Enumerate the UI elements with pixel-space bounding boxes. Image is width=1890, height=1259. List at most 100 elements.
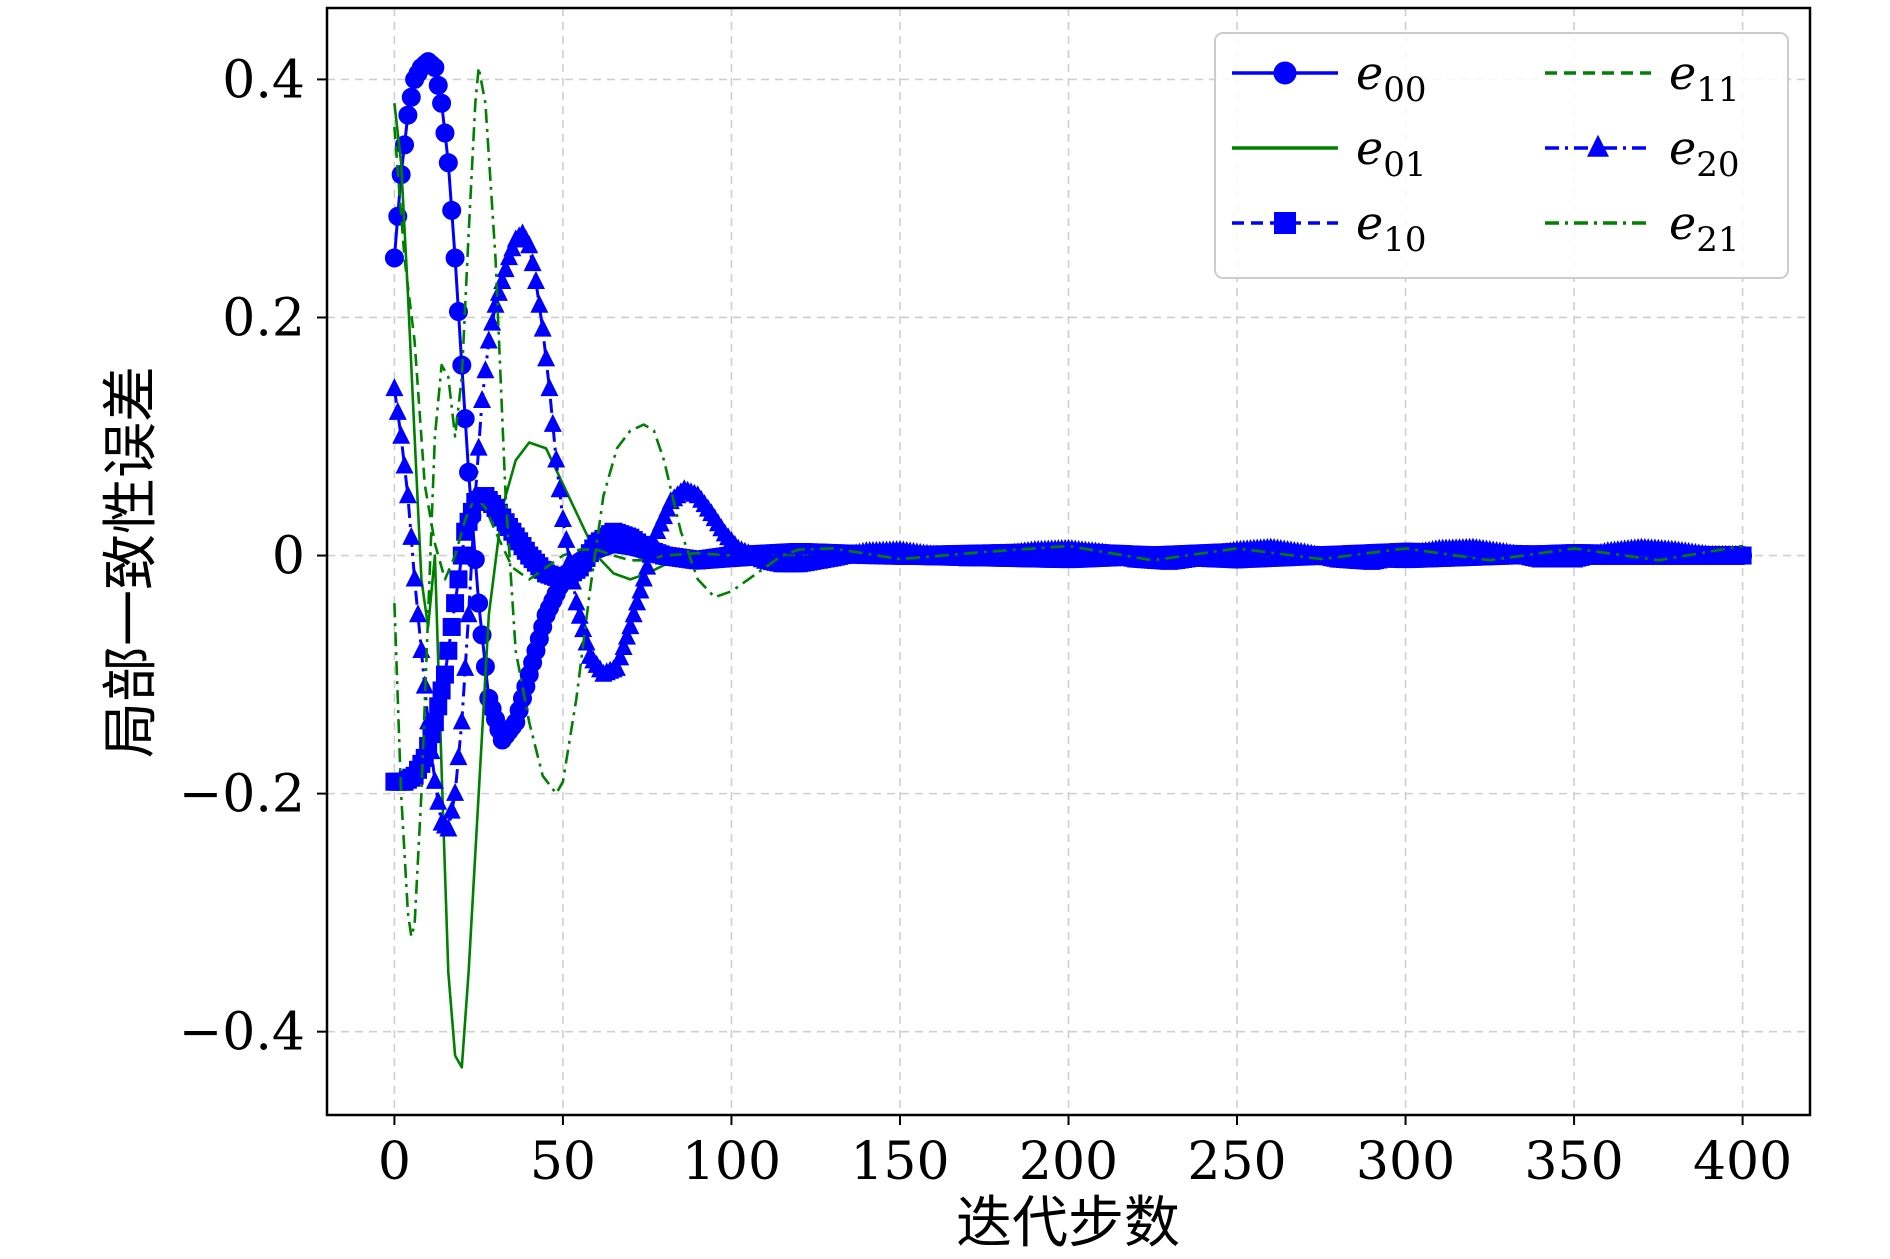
data-point [435, 665, 454, 684]
legend-label: e00 [1356, 46, 1427, 110]
data-point [533, 318, 552, 337]
data-point [537, 348, 556, 367]
legend-label-sub: 10 [1383, 220, 1426, 260]
data-point [1733, 544, 1752, 563]
data-point [469, 593, 489, 613]
data-point [459, 604, 478, 623]
data-point [523, 253, 542, 272]
data-point [398, 485, 417, 504]
data-point [429, 697, 448, 716]
data-point [473, 390, 492, 409]
data-point [547, 449, 566, 468]
legend-label-base: e [1356, 196, 1383, 250]
legend-label-sub: 00 [1383, 70, 1426, 110]
y-tick-label: −0.2 [179, 765, 305, 825]
x-axis-title: 迭代步数 [956, 1191, 1180, 1256]
data-point [422, 741, 441, 760]
series-e20 [385, 223, 1752, 837]
legend-entry-e20: e20 [1545, 121, 1740, 185]
data-point [435, 123, 455, 143]
data-point [402, 526, 421, 545]
data-point [398, 105, 418, 125]
data-point [557, 529, 576, 548]
data-point [432, 681, 451, 700]
data-point [540, 378, 559, 397]
data-point [452, 711, 471, 730]
data-point [429, 791, 448, 810]
data-point [432, 93, 452, 113]
data-point [449, 747, 468, 766]
data-point [564, 571, 583, 590]
data-point [567, 592, 586, 611]
legend-entry-e11: e11 [1545, 46, 1740, 110]
data-point [446, 782, 465, 801]
legend-entry-e21: e21 [1545, 196, 1740, 260]
data-point [617, 626, 636, 645]
x-tick-label: 0 [378, 1132, 411, 1192]
data-point [638, 556, 657, 575]
legend-label-sub: 11 [1696, 70, 1739, 110]
x-tick-label: 400 [1693, 1132, 1792, 1192]
legend-label-base: e [1669, 46, 1696, 100]
x-tick-label: 100 [682, 1132, 781, 1192]
data-point [438, 153, 458, 173]
data-point [496, 259, 515, 278]
data-point [624, 604, 643, 623]
data-point [607, 657, 626, 676]
legend-label: e20 [1669, 121, 1740, 185]
data-point [520, 235, 539, 254]
legend-entry-e00: e00 [1232, 46, 1427, 110]
x-tick-label: 300 [1356, 1132, 1455, 1192]
data-point [449, 570, 468, 589]
legend-label: e21 [1669, 196, 1740, 260]
data-point [489, 282, 508, 301]
data-point [405, 568, 424, 587]
data-point [614, 636, 633, 655]
data-point [1274, 212, 1296, 234]
data-point [455, 409, 475, 429]
series-line-e21 [393, 66, 1743, 938]
data-point [543, 413, 562, 432]
x-tick-label: 50 [530, 1132, 596, 1192]
data-point [419, 711, 438, 730]
data-point [526, 270, 545, 289]
data-point [1587, 134, 1609, 157]
series-e21 [393, 66, 1743, 938]
data-point [388, 206, 408, 226]
data-point [634, 568, 653, 587]
legend-label: e01 [1356, 121, 1427, 185]
data-point [570, 605, 589, 624]
data-point [409, 604, 428, 623]
data-point [621, 616, 640, 635]
legend-entry-e10: e10 [1232, 196, 1427, 260]
data-point [384, 248, 404, 268]
data-point [483, 312, 502, 331]
data-point [459, 462, 479, 482]
data-point [439, 818, 458, 837]
legend-label-base: e [1356, 121, 1383, 175]
legend-label-sub: 01 [1383, 145, 1426, 185]
x-tick-label: 250 [1187, 1132, 1286, 1192]
data-point [425, 58, 445, 78]
data-point [553, 509, 572, 528]
series-group [384, 52, 1753, 1069]
data-point [628, 592, 647, 611]
data-point [445, 248, 465, 268]
data-point [448, 302, 468, 322]
data-point [479, 330, 498, 349]
data-point [644, 532, 663, 551]
data-point [486, 294, 505, 313]
legend-label-sub: 21 [1696, 220, 1739, 260]
data-point [550, 479, 569, 498]
legend-label-sub: 20 [1696, 145, 1739, 185]
y-tick-label: 0.4 [222, 50, 305, 110]
x-tick-label: 200 [1019, 1132, 1118, 1192]
legend-box [1214, 32, 1789, 279]
legend-label-base: e [1669, 121, 1696, 175]
data-point [476, 360, 495, 379]
data-point [462, 544, 481, 563]
data-point [611, 647, 630, 666]
data-point [631, 580, 650, 599]
legend-label-base: e [1356, 46, 1383, 100]
